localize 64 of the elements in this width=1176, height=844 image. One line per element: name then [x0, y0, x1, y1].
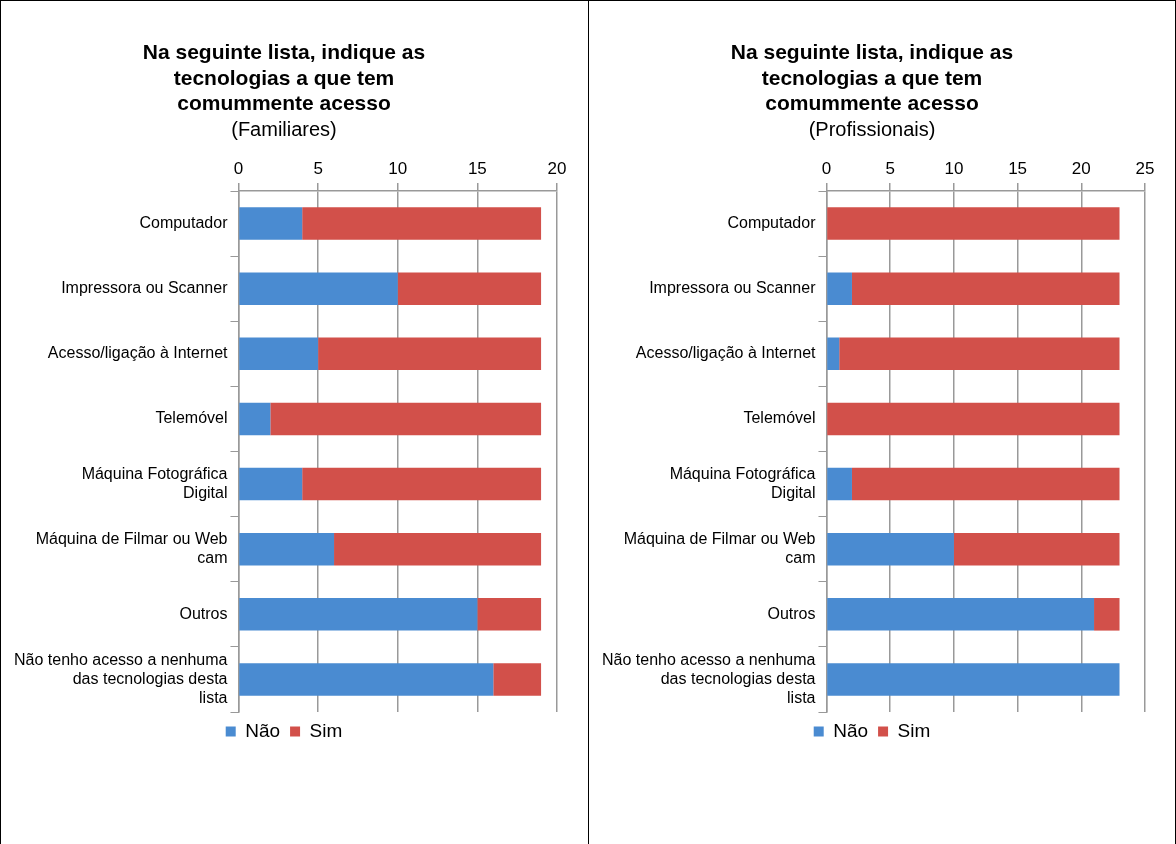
y-tick-label: Máquina de Filmar ou Web cam: [35, 529, 228, 567]
bar: [827, 337, 840, 371]
bar: [851, 467, 1120, 501]
bar: [239, 272, 398, 305]
y-tick-label: Computador: [727, 213, 817, 231]
chart-title: Na seguinte lista, indique as tecnologias a que tem comummente acesso: [142, 40, 426, 114]
bar: [827, 272, 852, 305]
x-tick-label: 15: [1008, 159, 1028, 179]
bar: [827, 598, 1095, 631]
bar: [239, 467, 303, 501]
bar: [239, 532, 335, 566]
x-tick-label: 0: [821, 159, 832, 179]
bar: [827, 532, 954, 566]
y-tick-label: Máquina Fotográfica Digital: [81, 464, 228, 502]
y-tick-label: Máquina Fotográfica Digital: [669, 464, 816, 502]
y-tick-label: Impressora ou Scanner: [61, 279, 229, 297]
bar: [1094, 598, 1120, 631]
bar: [239, 663, 494, 696]
bar: [953, 532, 1120, 566]
y-tick-label: Acesso/ligação à Internet: [47, 344, 229, 362]
bar: [239, 598, 478, 631]
bar: [302, 207, 542, 240]
legend-label: Sim: [897, 719, 931, 741]
y-tick-label: Telemóvel: [743, 409, 816, 427]
chart-title: Na seguinte lista, indique as tecnologias a que tem comummente acesso: [730, 40, 1014, 114]
y-tick-label: Outros: [179, 604, 228, 622]
x-tick-label: 25: [1135, 159, 1155, 179]
x-tick-label: 5: [313, 159, 323, 179]
y-tick-label: Acesso/ligação à Internet: [635, 344, 817, 362]
x-tick-label: 0: [233, 159, 244, 179]
legend-label: Sim: [309, 719, 343, 741]
y-tick-label: Impressora ou Scanner: [649, 279, 817, 297]
legend-label: Não: [833, 719, 869, 741]
bar: [827, 207, 1120, 240]
bar: [493, 663, 542, 696]
chart-subtitle: (Profissionais): [808, 118, 936, 141]
bar: [239, 402, 271, 436]
bar: [302, 467, 542, 501]
bar: [827, 402, 1120, 436]
bar: [827, 467, 852, 501]
bar: [827, 663, 1120, 696]
x-tick-label: 10: [388, 159, 408, 179]
bar: [839, 337, 1120, 371]
y-tick-label: Máquina de Filmar ou Web cam: [623, 529, 816, 567]
legend-label: Não: [245, 719, 281, 741]
y-tick-label: Não tenho acesso a nenhuma das tecnologias desta lista: [14, 650, 228, 707]
chart-subtitle: (Familiares): [231, 118, 337, 141]
x-tick-label: 10: [944, 159, 964, 179]
bar: [851, 272, 1120, 305]
bar: [270, 402, 542, 436]
bar: [397, 272, 542, 305]
bar: [239, 207, 303, 240]
bar: [239, 337, 319, 371]
y-tick-label: Computador: [139, 213, 229, 231]
x-tick-label: 20: [1071, 159, 1091, 179]
bar: [318, 337, 542, 371]
y-tick-label: Outros: [767, 604, 816, 622]
x-tick-label: 5: [885, 159, 895, 179]
y-tick-label: Telemóvel: [155, 409, 228, 427]
y-tick-label: Não tenho acesso a nenhuma das tecnologias desta lista: [602, 650, 816, 707]
x-tick-label: 20: [547, 159, 567, 179]
bar: [477, 598, 542, 631]
bar: [334, 532, 542, 566]
x-tick-label: 15: [467, 159, 487, 179]
